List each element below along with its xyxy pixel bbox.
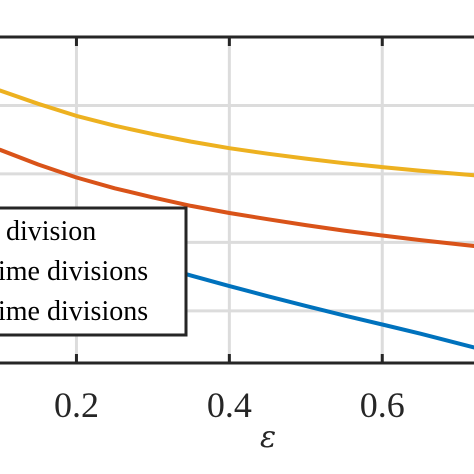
x-tick-labels: 0.2 0.4 0.6 xyxy=(54,385,405,425)
legend-entry-3: ime divisions xyxy=(0,296,148,327)
x-tick-label-1: 0.2 xyxy=(54,385,99,425)
legend-entry-2: ime divisions xyxy=(0,256,148,287)
x-ticks xyxy=(74,37,384,363)
legend-entry-1: division xyxy=(6,216,96,247)
x-tick-label-3: 0.6 xyxy=(360,385,405,425)
legend-box xyxy=(0,206,188,337)
x-axis-label: ε xyxy=(260,420,276,455)
series-line-2 xyxy=(0,147,474,248)
x-tick-label-2: 0.4 xyxy=(207,385,252,425)
legend: division ime divisions ime divisions xyxy=(0,206,188,337)
series-line-1 xyxy=(0,88,474,178)
